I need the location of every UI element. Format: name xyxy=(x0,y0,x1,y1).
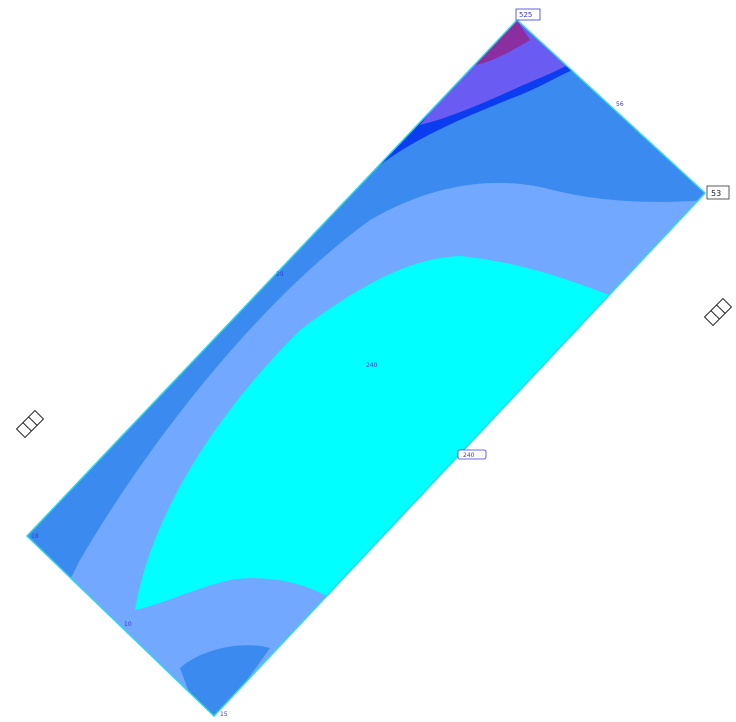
label-left-corner: 18 xyxy=(31,533,39,540)
svg-text:525: 525 xyxy=(519,11,532,19)
band-cyan xyxy=(135,256,612,610)
label-right-corner: 53 xyxy=(706,185,730,200)
slab-outline xyxy=(25,18,707,718)
camera-icon xyxy=(15,409,45,439)
svg-text:240: 240 xyxy=(463,452,475,459)
label-left-edge-mid: 29 xyxy=(276,271,284,278)
label-lower-left: 10 xyxy=(124,621,132,628)
camera-icon xyxy=(703,297,733,327)
band-purple xyxy=(472,20,530,66)
label-bottom-corner: 15 xyxy=(220,711,228,718)
label-center: 240 xyxy=(366,362,378,369)
label-upper-edge: 56 xyxy=(616,101,624,108)
label-right-edge-mid: 240 xyxy=(457,449,487,460)
band-violet xyxy=(420,20,570,125)
label-top-corner: 525 xyxy=(515,8,541,21)
svg-text:53: 53 xyxy=(711,189,721,198)
band-lower-mid xyxy=(180,645,270,716)
